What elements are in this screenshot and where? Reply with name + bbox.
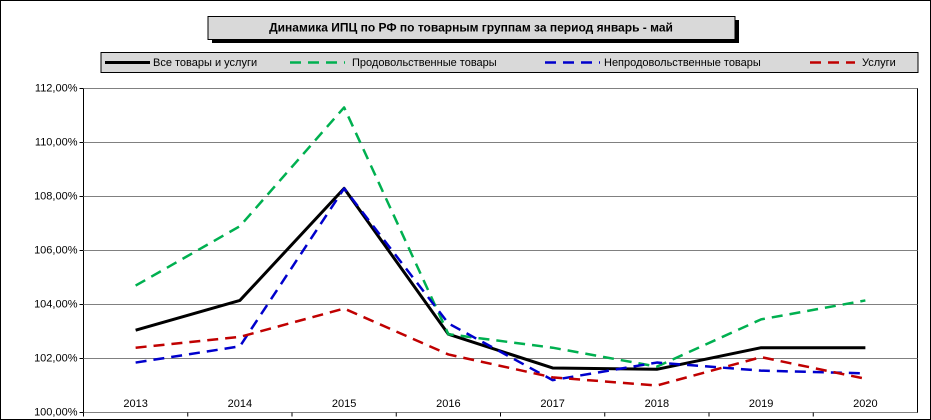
series-line [135, 187, 866, 382]
x-tick-label: 2016 [436, 398, 460, 410]
chart-title: Динамика ИПЦ по РФ по товарным группам з… [269, 21, 673, 35]
y-tick-label: 112,00% [35, 82, 78, 94]
legend-label: Непродовольственные товары [604, 57, 761, 69]
series-line [135, 307, 866, 387]
x-tick-label: 2019 [749, 398, 773, 410]
x-tick-label: 2018 [645, 398, 669, 410]
x-tick-label: 2020 [853, 398, 877, 410]
title-box [207, 16, 736, 40]
legend-label: Продовольственные товары [352, 57, 497, 69]
series-line [135, 106, 866, 368]
y-tick-label: 104,00% [34, 298, 78, 310]
y-tick-label: 110,00% [35, 136, 78, 148]
x-tick-label: 2014 [228, 398, 252, 410]
x-tick-label: 2015 [332, 398, 356, 410]
y-tick-label: 100,00% [34, 406, 78, 418]
x-tick-label: 2017 [540, 398, 564, 410]
legend-box [100, 52, 919, 73]
y-tick-label: 102,00% [34, 352, 78, 364]
legend-label: Услуги [862, 57, 896, 69]
legend-label: Все товары и услуги [153, 57, 257, 69]
y-tick-label: 108,00% [34, 190, 78, 202]
y-tick-label: 106,00% [34, 244, 78, 256]
x-tick-label: 2013 [123, 398, 147, 410]
